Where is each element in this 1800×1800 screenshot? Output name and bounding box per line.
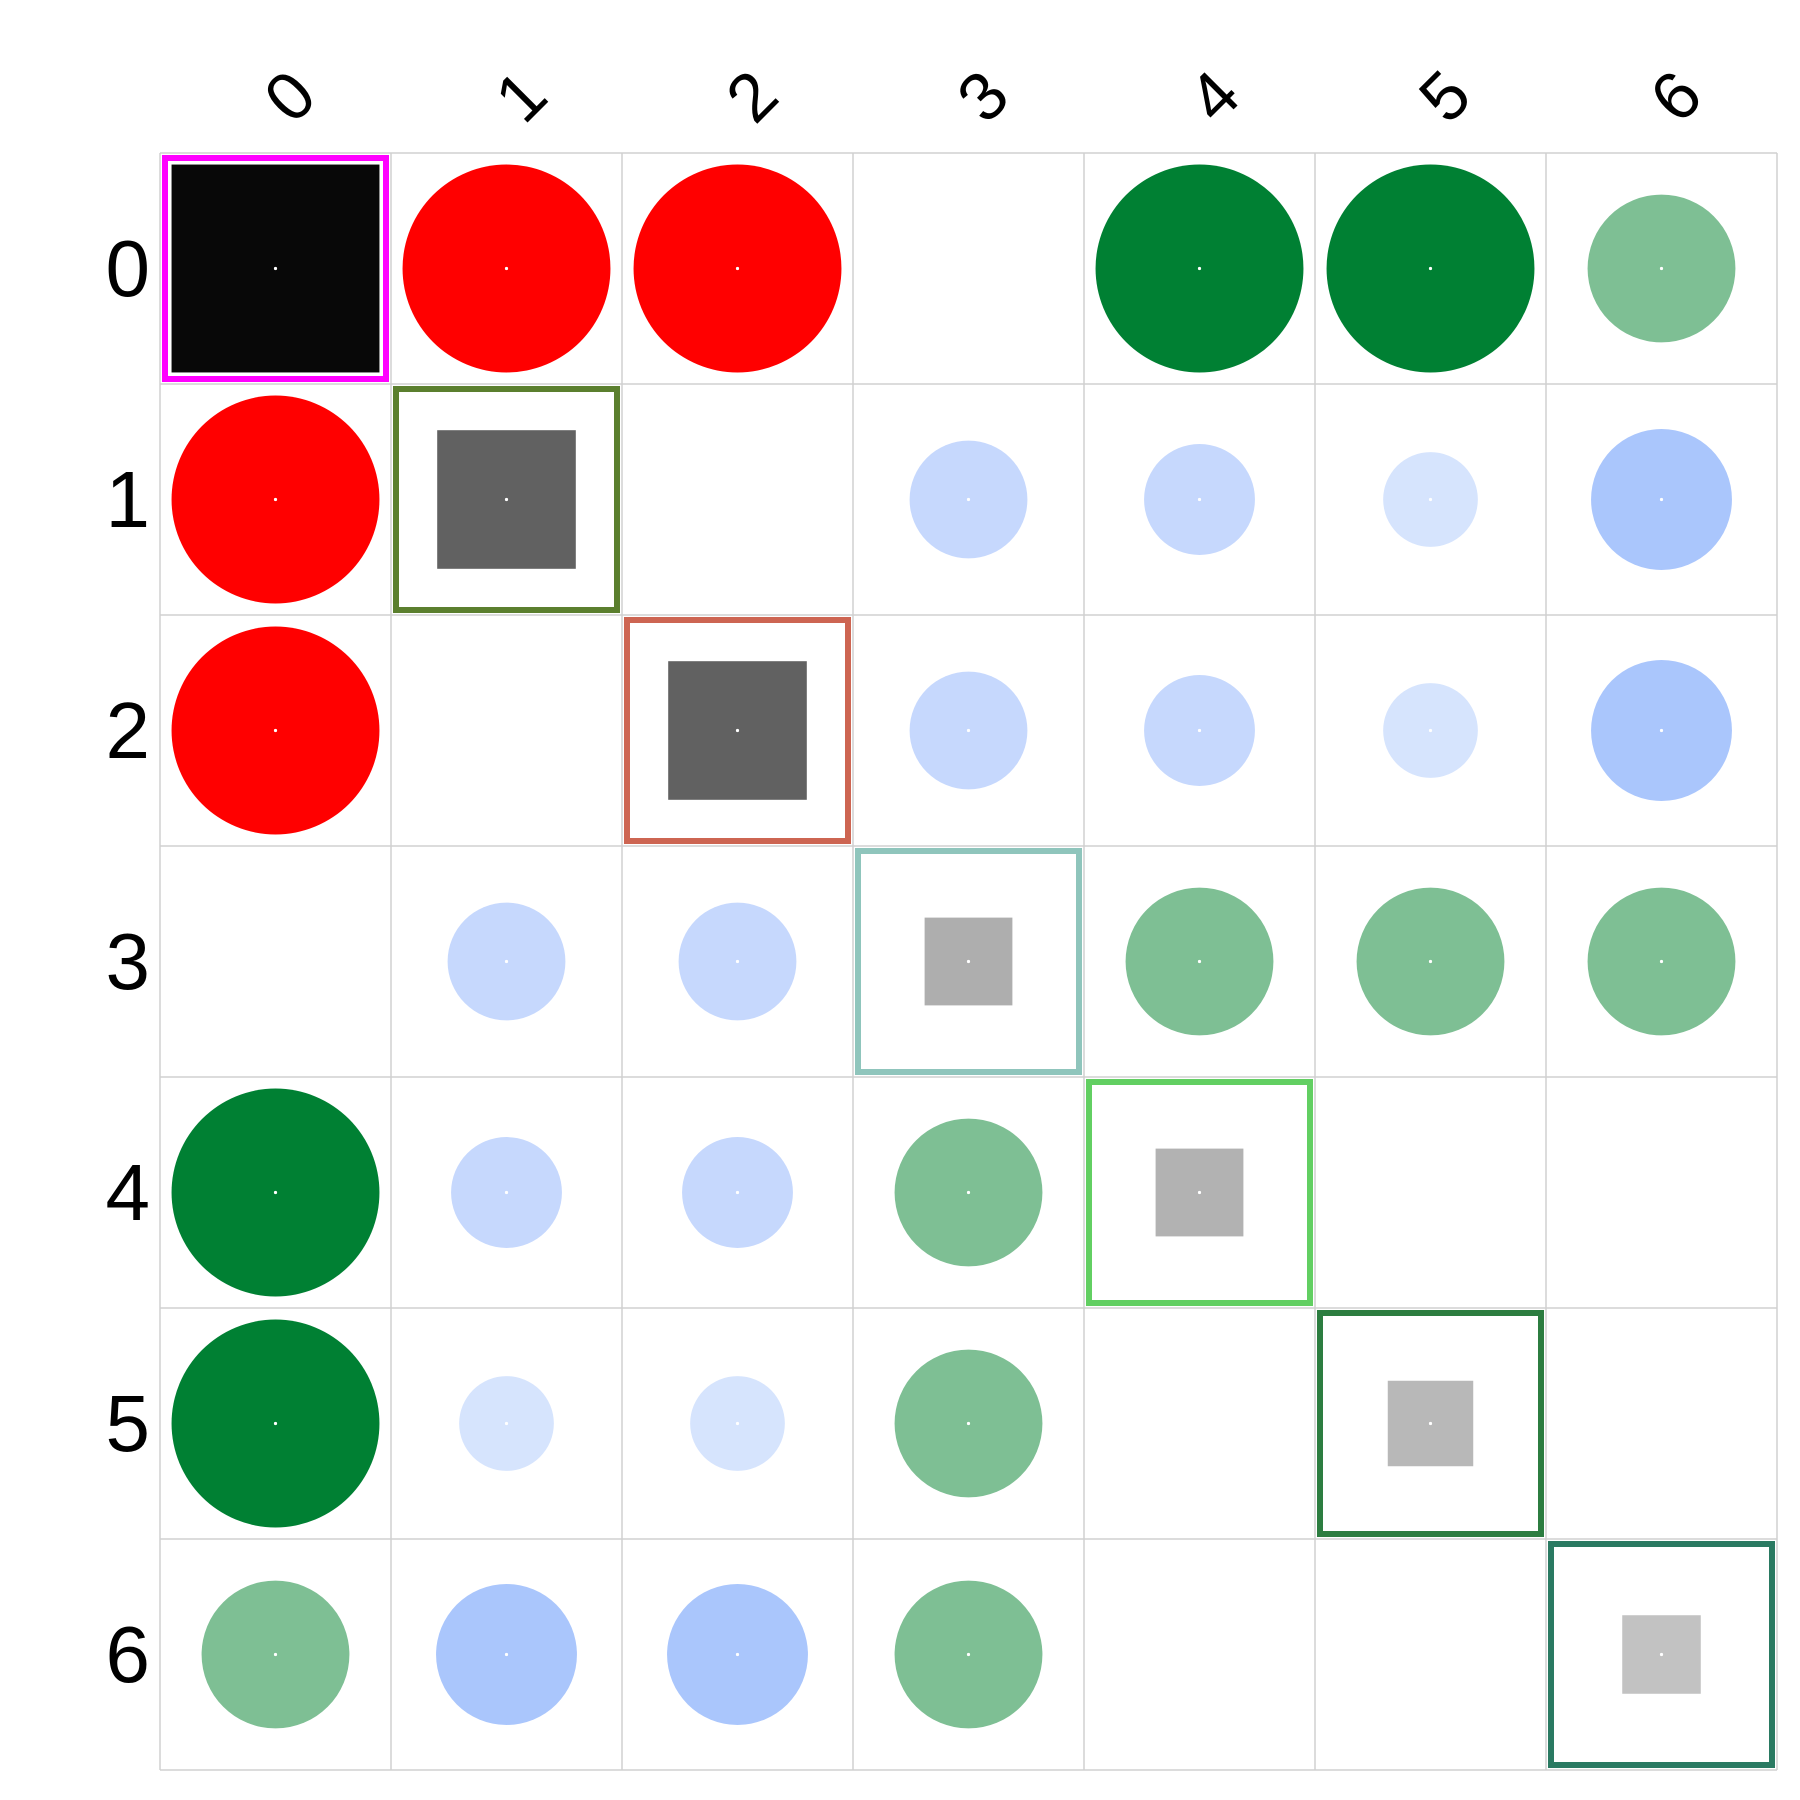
cell-center-dot — [273, 497, 278, 502]
cell-center-dot — [1428, 1421, 1433, 1426]
cell-center-dot — [504, 497, 509, 502]
cell-center-dot — [1197, 497, 1202, 502]
x-tick-label: 2 — [712, 56, 792, 136]
diagonal-frames — [162, 155, 1775, 1768]
cell-center-dot — [735, 1190, 740, 1195]
cell-center-dot — [1659, 497, 1664, 502]
cell-center-dot — [273, 1190, 278, 1195]
diagonal-cell-frame — [855, 848, 1082, 1075]
diagonal-cell-frame — [624, 617, 851, 844]
cell-center-dot — [504, 1421, 509, 1426]
cell-center-dot — [966, 1652, 971, 1657]
diagonal-cell-frame — [1086, 1079, 1313, 1306]
cell-center-dot — [735, 728, 740, 733]
x-tick-label: 0 — [250, 56, 330, 136]
y-tick-label: 4 — [106, 1148, 151, 1237]
y-tick-label: 3 — [106, 917, 151, 1006]
cell-center-dot — [1428, 497, 1433, 502]
cell-center-dot — [504, 1652, 509, 1657]
cell-center-dot — [966, 1421, 971, 1426]
diagonal-cell-frame — [1317, 1310, 1544, 1537]
cell-center-dot — [273, 1652, 278, 1657]
y-tick-label: 2 — [106, 686, 151, 775]
x-tick-label: 1 — [481, 56, 561, 136]
cell-center-dot — [966, 497, 971, 502]
cell-center-dot — [1197, 266, 1202, 271]
cell-marks — [171, 164, 1736, 1729]
cell-center-dot — [1197, 728, 1202, 733]
diagonal-cell-frame — [162, 155, 389, 382]
cell-center-dot — [1428, 959, 1433, 964]
cell-center-dot — [273, 728, 278, 733]
cell-center-dot — [1659, 959, 1664, 964]
y-tick-label: 0 — [106, 224, 151, 313]
y-tick-labels: 0 1 2 3 4 5 6 — [106, 224, 151, 1699]
cell-center-dot — [735, 959, 740, 964]
y-tick-label: 6 — [106, 1610, 151, 1699]
cell-center-dot — [273, 1421, 278, 1426]
grid-lines — [159, 152, 1778, 1771]
cell-center-dot — [504, 1190, 509, 1195]
cell-center-dot — [966, 728, 971, 733]
x-tick-label: 4 — [1174, 56, 1254, 136]
cell-center-dot — [504, 266, 509, 271]
cell-center-dot — [1659, 266, 1664, 271]
cell-center-dot — [735, 1421, 740, 1426]
x-tick-label: 3 — [943, 56, 1023, 136]
x-tick-label: 6 — [1636, 56, 1716, 136]
x-tick-labels: 0 1 2 3 4 5 6 — [250, 56, 1716, 136]
diagonal-cell-frame — [393, 386, 620, 613]
cell-center-dot — [735, 1652, 740, 1657]
cell-center-dot — [966, 959, 971, 964]
diagonal-cell-frame — [1548, 1541, 1775, 1768]
y-tick-label: 5 — [106, 1379, 151, 1468]
cell-center-dot — [1197, 1190, 1202, 1195]
cell-center-dot — [1659, 1652, 1664, 1657]
x-tick-label: 5 — [1405, 56, 1485, 136]
cell-center-dot — [1428, 728, 1433, 733]
y-tick-label: 1 — [106, 455, 151, 544]
cell-center-dot — [504, 959, 509, 964]
cell-center-dot — [735, 266, 740, 271]
cell-center-dot — [1428, 266, 1433, 271]
cell-center-dot — [273, 266, 278, 271]
cell-center-dot — [966, 1190, 971, 1195]
cell-center-dot — [1659, 728, 1664, 733]
cell-center-dot — [1197, 959, 1202, 964]
